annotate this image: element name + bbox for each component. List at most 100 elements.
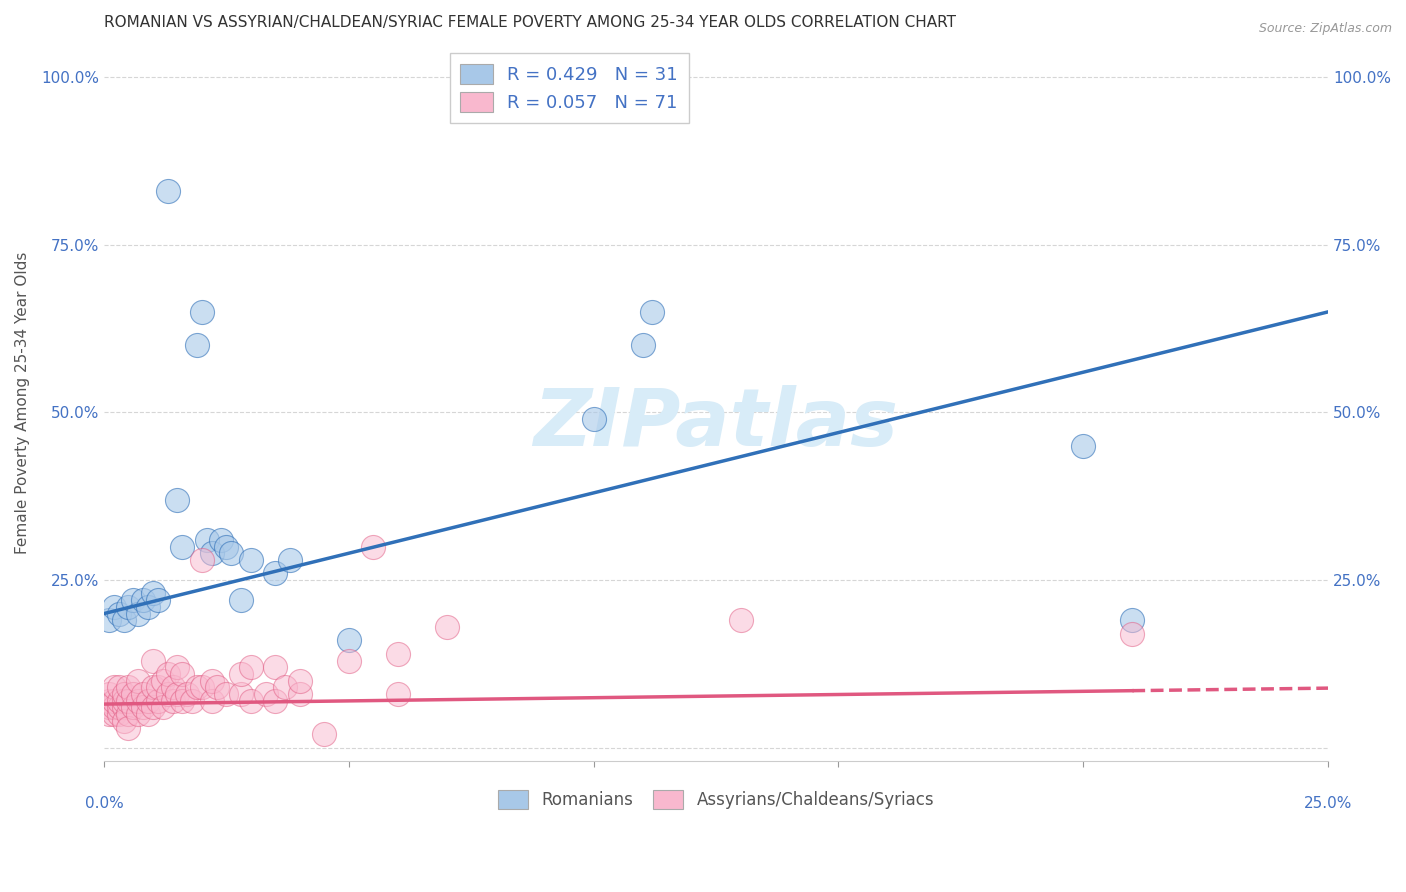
Point [112, 613, 135, 627]
Point [107, 707, 129, 722]
Point [107, 607, 129, 621]
Point [176, 687, 198, 701]
Point [239, 694, 262, 708]
Point [582, 412, 605, 426]
Point [156, 687, 179, 701]
Point [239, 553, 262, 567]
Point [136, 694, 159, 708]
Point [146, 694, 169, 708]
Point [107, 700, 129, 714]
Point [191, 681, 214, 695]
Point [186, 338, 208, 352]
Point [97, 707, 120, 722]
Legend: Romanians, Assyrians/Chaldeans/Syriacs: Romanians, Assyrians/Chaldeans/Syriacs [489, 781, 942, 817]
Point [274, 681, 297, 695]
Point [288, 673, 311, 688]
Point [132, 593, 155, 607]
Point [127, 707, 149, 722]
Text: ZIPatlas: ZIPatlas [533, 384, 898, 463]
Point [186, 681, 208, 695]
Point [97, 613, 120, 627]
Point [112, 714, 135, 728]
Point [278, 553, 301, 567]
Point [97, 687, 120, 701]
Point [142, 653, 165, 667]
Point [132, 700, 155, 714]
Point [631, 338, 654, 352]
Point [264, 660, 287, 674]
Point [181, 694, 204, 708]
Point [215, 687, 238, 701]
Point [172, 667, 194, 681]
Point [103, 599, 125, 614]
Point [436, 620, 458, 634]
Point [146, 593, 169, 607]
Text: 25.0%: 25.0% [1303, 797, 1353, 812]
Point [201, 694, 224, 708]
Point [152, 700, 174, 714]
Point [730, 613, 752, 627]
Point [152, 673, 174, 688]
Point [112, 687, 135, 701]
Point [361, 540, 384, 554]
Point [142, 700, 165, 714]
Point [97, 694, 120, 708]
Point [229, 593, 252, 607]
Point [201, 673, 224, 688]
Point [162, 681, 184, 695]
Point [127, 607, 149, 621]
Point [97, 700, 120, 714]
Point [146, 681, 169, 695]
Point [195, 533, 218, 547]
Point [136, 707, 159, 722]
Point [288, 687, 311, 701]
Point [127, 673, 149, 688]
Point [117, 681, 139, 695]
Point [229, 687, 252, 701]
Point [156, 667, 179, 681]
Point [172, 694, 194, 708]
Point [122, 687, 145, 701]
Point [103, 694, 125, 708]
Point [156, 184, 179, 198]
Point [112, 700, 135, 714]
Point [191, 305, 214, 319]
Point [127, 694, 149, 708]
Point [132, 687, 155, 701]
Point [191, 553, 214, 567]
Point [103, 681, 125, 695]
Point [1071, 439, 1094, 453]
Point [215, 540, 238, 554]
Point [219, 546, 242, 560]
Point [166, 660, 188, 674]
Text: Source: ZipAtlas.com: Source: ZipAtlas.com [1258, 22, 1392, 36]
Point [201, 546, 224, 560]
Point [107, 681, 129, 695]
Point [117, 707, 139, 722]
Point [112, 694, 135, 708]
Point [211, 533, 233, 547]
Y-axis label: Female Poverty Among 25-34 Year Olds: Female Poverty Among 25-34 Year Olds [15, 252, 30, 554]
Text: 0.0%: 0.0% [84, 797, 124, 812]
Point [264, 694, 287, 708]
Text: ROMANIAN VS ASSYRIAN/CHALDEAN/SYRIAC FEMALE POVERTY AMONG 25-34 YEAR OLDS CORREL: ROMANIAN VS ASSYRIAN/CHALDEAN/SYRIAC FEM… [104, 15, 956, 30]
Point [387, 647, 409, 661]
Point [103, 707, 125, 722]
Point [117, 721, 139, 735]
Point [142, 586, 165, 600]
Point [136, 599, 159, 614]
Point [166, 687, 188, 701]
Point [314, 727, 336, 741]
Point [387, 687, 409, 701]
Point [1121, 626, 1143, 640]
Point [142, 681, 165, 695]
Point [166, 492, 188, 507]
Point [205, 681, 228, 695]
Point [107, 694, 129, 708]
Point [229, 667, 252, 681]
Point [117, 694, 139, 708]
Point [117, 599, 139, 614]
Point [254, 687, 277, 701]
Point [172, 540, 194, 554]
Point [239, 660, 262, 674]
